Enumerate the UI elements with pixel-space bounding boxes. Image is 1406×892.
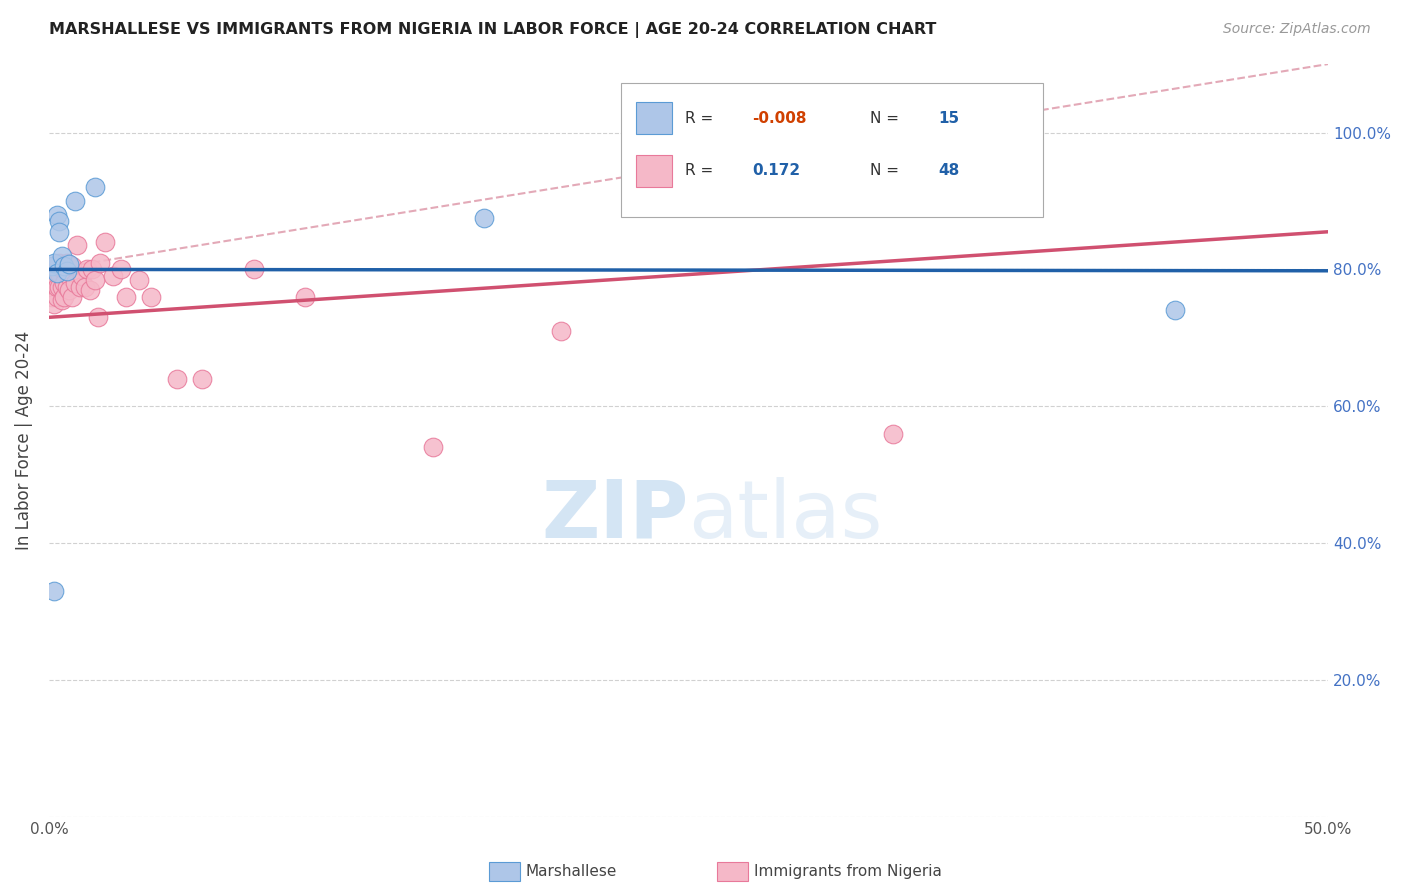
Point [76, 262, 98, 277]
Point [51, 249, 73, 263]
Point [63, 276, 86, 290]
Point [63, 194, 86, 208]
Point [41, 276, 63, 290]
Point [51, 262, 73, 277]
Point [242, 262, 264, 277]
Text: N =: N = [870, 111, 904, 126]
Point [48, 214, 70, 228]
Point [84, 180, 107, 194]
Point [48, 279, 70, 293]
Point [45, 262, 67, 277]
Point [45, 208, 67, 222]
Point [48, 266, 70, 280]
Point [48, 225, 70, 239]
Point [53, 259, 76, 273]
Text: Marshallese: Marshallese [526, 864, 617, 879]
Point [84, 273, 107, 287]
Point [79, 283, 101, 297]
Point [42, 283, 65, 297]
Text: ZIP: ZIP [541, 477, 689, 555]
Point [56, 279, 79, 293]
Point [89, 255, 111, 269]
Y-axis label: In Labor Force | Age 20-24: In Labor Force | Age 20-24 [15, 331, 32, 550]
Point [58, 257, 80, 271]
Point [191, 372, 214, 386]
Text: R =: R = [685, 163, 718, 178]
Point [82, 262, 104, 277]
Point [42, 584, 65, 599]
Text: 15: 15 [938, 111, 959, 126]
Point [53, 276, 76, 290]
Point [166, 372, 188, 386]
Point [48, 255, 70, 269]
Point [128, 273, 150, 287]
Text: Source: ZipAtlas.com: Source: ZipAtlas.com [1223, 22, 1371, 37]
Point [58, 283, 80, 297]
Point [58, 269, 80, 284]
Point [422, 441, 444, 455]
Point [56, 255, 79, 269]
FancyBboxPatch shape [636, 155, 672, 186]
Point [70, 269, 93, 284]
Point [53, 290, 76, 304]
Point [42, 255, 65, 269]
Point [101, 269, 124, 284]
Text: 48: 48 [938, 163, 959, 178]
Point [141, 290, 163, 304]
FancyBboxPatch shape [636, 103, 672, 134]
Text: atlas: atlas [689, 477, 883, 555]
Point [94, 235, 117, 249]
Text: -0.008: -0.008 [752, 111, 807, 126]
Point [110, 262, 132, 277]
Point [882, 426, 904, 441]
Point [42, 296, 65, 310]
Point [53, 262, 76, 277]
Point [45, 266, 67, 280]
Point [114, 290, 136, 304]
Point [42, 269, 65, 284]
Point [45, 290, 67, 304]
Point [73, 279, 96, 293]
Point [86, 310, 108, 325]
Point [294, 290, 316, 304]
Point [907, 139, 929, 153]
Text: Immigrants from Nigeria: Immigrants from Nigeria [754, 864, 942, 879]
Point [60, 290, 83, 304]
Point [69, 279, 91, 293]
Point [51, 279, 73, 293]
Point [45, 279, 67, 293]
Text: N =: N = [870, 163, 904, 178]
Point [41, 290, 63, 304]
Point [56, 264, 79, 278]
Point [1163, 303, 1185, 318]
Point [60, 259, 83, 273]
Point [550, 324, 572, 338]
FancyBboxPatch shape [621, 83, 1043, 217]
Point [51, 293, 73, 308]
Point [472, 211, 495, 225]
Text: R =: R = [685, 111, 718, 126]
Text: MARSHALLESE VS IMMIGRANTS FROM NIGERIA IN LABOR FORCE | AGE 20-24 CORRELATION CH: MARSHALLESE VS IMMIGRANTS FROM NIGERIA I… [49, 22, 936, 38]
Text: 0.172: 0.172 [752, 163, 800, 178]
Point [41, 259, 63, 273]
Point [66, 238, 89, 252]
